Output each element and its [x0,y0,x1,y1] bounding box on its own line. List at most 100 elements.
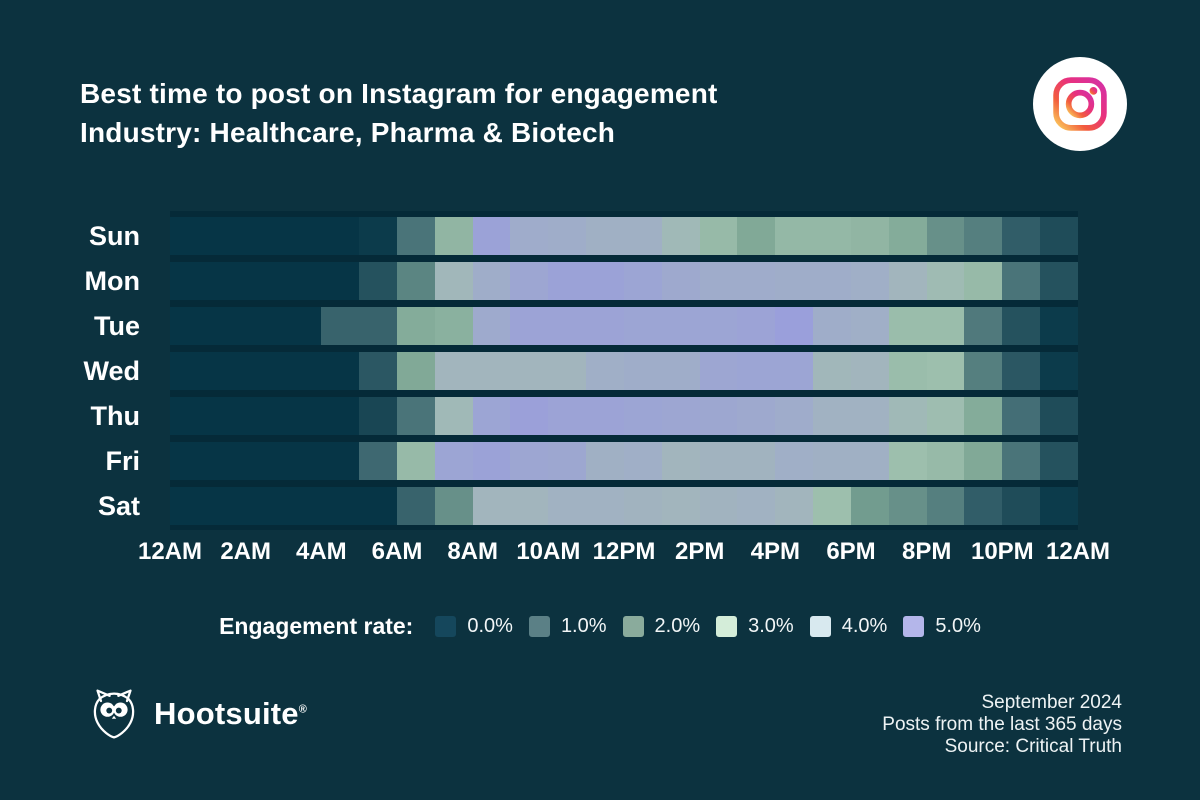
heatmap-cell [396,307,435,345]
heatmap-cell [472,442,511,480]
heatmap-cell [623,262,662,300]
heatmap-cell [283,352,322,390]
heatmap-cell [623,397,662,435]
heatmap-cell [661,442,700,480]
heatmap-cell [1002,442,1041,480]
heatmap-cell [813,352,851,390]
heatmap-cell [888,442,927,480]
legend-label: 1.0% [560,615,607,637]
heatmap-cell [207,262,246,300]
heatmap-row-sun [170,217,1078,255]
heatmap-cell [1002,262,1041,300]
heatmap-cell [170,442,208,480]
heatmap-cell [737,307,776,345]
heatmap-row-mon [170,262,1078,300]
day-label-fri: Fri [105,446,140,476]
x-tick-label: 12AM [137,538,203,565]
heatmap-cell [813,442,851,480]
legend: Engagement rate: 0.0% 1.0% 2.0% 3.0% 4.0% 5.0… [0,613,1200,640]
legend-label: 4.0% [841,615,888,637]
heatmap-cell [396,397,435,435]
heatmap-cell [245,397,284,435]
heatmap-cell [510,217,549,255]
heatmap-cell [1002,487,1041,525]
x-tick-label: 12PM [592,538,656,565]
heatmap-cell [964,307,1003,345]
page-title: Best time to post on Instagram for engag… [80,74,718,152]
legend-label: 0.0% [467,615,513,637]
legend-items: 0.0% 1.0% 2.0% 3.0% 4.0% 5.0% [435,615,981,638]
heatmap-cell [926,262,965,300]
heatmap-cell [737,262,776,300]
heatmap-row-thu [170,397,1078,435]
legend-swatch [622,616,644,637]
heatmap-cell [1040,217,1078,255]
heatmap-cell [283,442,322,480]
instagram-icon [1053,77,1107,131]
day-label-thu: Thu [90,401,140,431]
x-tick-label: 10AM [516,538,581,565]
heatmap-cell [548,397,587,435]
heatmap-cell [548,487,587,525]
day-label-mon: Mon [84,266,140,296]
x-tick-label: 4PM [750,538,800,565]
heatmap-cell [661,397,700,435]
heatmap-cell [1040,352,1078,390]
heatmap-cell [434,262,473,300]
heatmap-cell [850,487,889,525]
heatmap-cell [813,217,851,255]
heatmap-cell [926,487,965,525]
heatmap-cell [321,487,360,525]
title-line-1: Best time to post on Instagram for engag… [80,78,718,109]
heatmap-cell [888,352,927,390]
heatmap-cell [699,217,738,255]
heatmap-cell [434,397,473,435]
heatmap-cell [964,217,1003,255]
heatmap-cell [1002,352,1041,390]
heatmap-cell [888,397,927,435]
heatmap-cell [1040,442,1078,480]
heatmap-cell [850,217,889,255]
heatmap-cell [359,217,397,255]
heatmap-cell [926,307,965,345]
heatmap-cell [850,262,889,300]
heatmap-cell [586,262,624,300]
x-tick-label: 4AM [295,538,347,565]
heatmap-cell [699,397,738,435]
heatmap-cell [737,397,776,435]
heatmap-cell [283,217,322,255]
legend-swatch [528,616,550,637]
heatmap-cell [850,352,889,390]
heatmap-cell [396,352,435,390]
heatmap-cell [1002,397,1041,435]
brand-wordmark: Hootsuite® [154,696,308,731]
day-label-wed: Wed [83,356,140,386]
heatmap-cell [888,217,927,255]
heatmap-cell [775,442,814,480]
heatmap-cell [775,307,814,345]
day-label-sat: Sat [97,491,140,521]
heatmap-cell [1040,397,1078,435]
heatmap-cell [661,217,700,255]
heatmap-cell [510,352,549,390]
heatmap-cell [964,487,1003,525]
meta-source: Source: Critical Truth [944,736,1122,757]
heatmap-cell [283,262,322,300]
heatmap-cell [321,397,360,435]
heatmap-cell [926,442,965,480]
heatmap-cell [964,262,1003,300]
legend-swatch [716,616,738,637]
x-tick-label: 2PM [674,538,725,565]
heatmap-cell [359,307,397,345]
heatmap-cell [548,262,587,300]
heatmap-cell [472,307,511,345]
x-tick-label: 10PM [970,538,1034,565]
x-tick-label: 12AM [1045,538,1111,565]
legend-item: 2.0% [622,615,700,638]
heatmap-cell [737,487,776,525]
heatmap-cell [510,442,549,480]
heatmap-cell [510,397,549,435]
legend-item: 1.0% [528,615,607,638]
heatmap-cell [510,487,549,525]
